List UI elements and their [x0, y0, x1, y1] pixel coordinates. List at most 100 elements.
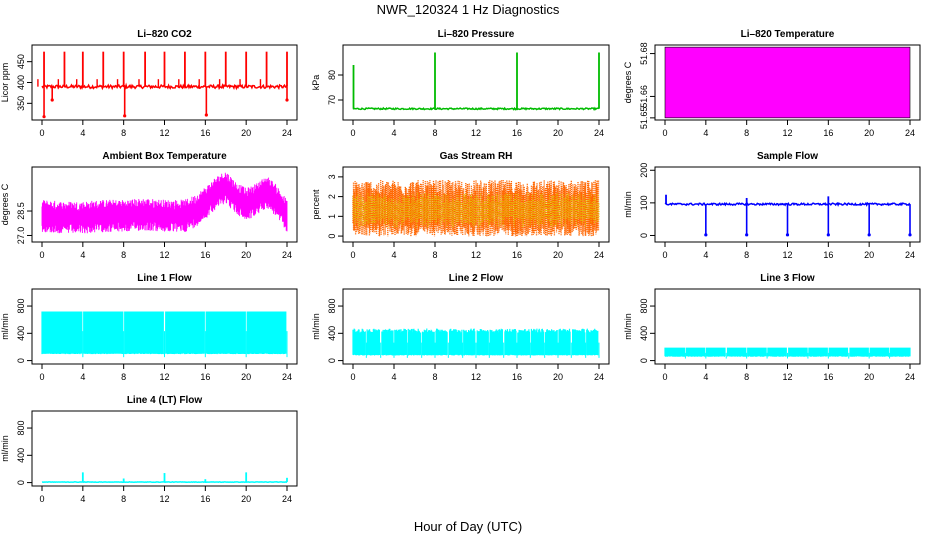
x-tick-label: 16 — [200, 250, 210, 260]
x-tick-label: 4 — [703, 128, 708, 138]
y-tick-label: 51.65 — [639, 107, 649, 130]
x-tick-label: 24 — [594, 250, 604, 260]
y-tick-label: 800 — [16, 421, 26, 436]
y-tick-label: 450 — [16, 54, 26, 69]
series-line2 — [352, 328, 600, 358]
y-tick-label: 800 — [16, 299, 26, 314]
y-tick-label: 200 — [639, 163, 649, 178]
x-tick-label: 4 — [80, 494, 85, 504]
figure-title: NWR_120324 1 Hz Diagnostics — [377, 2, 560, 17]
x-tick-label: 24 — [905, 250, 915, 260]
x-tick-label: 16 — [512, 128, 522, 138]
x-tick-label: 16 — [823, 250, 833, 260]
panel-licor-temp: Li–820 Temperature degrees C 0 4 8 12 16 20 24 51… — [623, 29, 921, 138]
dip-point — [704, 233, 708, 237]
x-tick-label: 8 — [121, 250, 126, 260]
panel-line2: Line 2 Flow ml/min 0 4 8 12 16 20 24 0 400 800 — [311, 273, 610, 382]
x-tick-label: 0 — [350, 250, 355, 260]
x-tick-label: 12 — [782, 128, 792, 138]
x-tick-label: 20 — [864, 250, 874, 260]
x-tick-label: 4 — [391, 128, 396, 138]
x-tick-label: 20 — [864, 128, 874, 138]
panel-title: Li–820 Temperature — [741, 29, 835, 40]
x-tick-label: 12 — [782, 372, 792, 382]
x-tick-label: 0 — [39, 128, 44, 138]
y-tick-label: 400 — [639, 326, 649, 341]
series-line4 — [41, 472, 288, 484]
x-tick-label: 20 — [241, 128, 251, 138]
y-tick-label: 400 — [327, 326, 337, 341]
x-tick-label: 12 — [471, 250, 481, 260]
y-tick-label: 400 — [16, 75, 26, 90]
x-tick-label: 4 — [391, 372, 396, 382]
y-tick-label: 70 — [327, 95, 337, 105]
x-tick-label: 4 — [703, 250, 708, 260]
fill-band — [664, 46, 911, 119]
y-tick-label: 51.66 — [639, 85, 649, 108]
y-axis-label: ml/min — [0, 313, 10, 340]
y-tick-label: 0 — [16, 480, 26, 485]
panel-title: Li–820 CO2 — [137, 29, 192, 40]
x-tick-label: 12 — [159, 372, 169, 382]
dip-point — [908, 233, 912, 237]
x-tick-label: 20 — [553, 128, 563, 138]
y-tick-label: 0 — [639, 358, 649, 363]
x-tick-label: 8 — [432, 372, 437, 382]
y-tick-label: 800 — [327, 299, 337, 314]
x-tick-label: 20 — [553, 250, 563, 260]
y-tick-label: 400 — [16, 326, 26, 341]
x-tick-label: 20 — [241, 250, 251, 260]
figure-xlabel: Hour of Day (UTC) — [414, 519, 522, 534]
panel-sample-flow: Sample Flow ml/min 0 4 8 12 16 20 24 0 100 200 — [623, 151, 921, 260]
x-tick-label: 0 — [39, 250, 44, 260]
y-axis-label: kPa — [311, 75, 321, 91]
y-tick-label: 2 — [327, 194, 337, 199]
dip-point — [285, 98, 289, 102]
y-axis-label: ml/min — [623, 313, 633, 340]
noise-envelope — [41, 172, 288, 234]
x-tick-label: 8 — [744, 128, 749, 138]
x-tick-label: 24 — [282, 372, 292, 382]
x-tick-label: 0 — [662, 250, 667, 260]
x-tick-label: 16 — [200, 128, 210, 138]
panel-ambient-temp: Ambient Box Temperature degrees C 0 4 8 12 16 2… — [0, 151, 298, 260]
x-tick-label: 8 — [744, 250, 749, 260]
x-tick-label: 0 — [662, 372, 667, 382]
x-tick-label: 4 — [80, 372, 85, 382]
x-tick-label: 4 — [391, 250, 396, 260]
x-tick-label: 16 — [823, 372, 833, 382]
x-tick-label: 16 — [512, 372, 522, 382]
x-tick-label: 4 — [80, 128, 85, 138]
x-tick-label: 0 — [350, 128, 355, 138]
x-tick-label: 24 — [594, 372, 604, 382]
y-tick-label: 27.0 — [16, 227, 26, 245]
panel-title: Line 1 Flow — [137, 273, 192, 284]
x-tick-label: 12 — [159, 250, 169, 260]
panel-co2: Li–820 CO2 Licor ppm 0 4 8 12 16 20 24 350 400 450 — [0, 29, 298, 138]
y-tick-label: 80 — [327, 70, 337, 80]
dip-point — [745, 233, 749, 237]
panel-title: Gas Stream RH — [440, 151, 513, 162]
y-tick-label: 0 — [327, 234, 337, 239]
x-tick-label: 8 — [121, 128, 126, 138]
dip-point — [826, 233, 830, 237]
series-ambient-temp — [41, 172, 288, 234]
y-tick-label: 0 — [639, 233, 649, 238]
series-line1 — [41, 311, 288, 358]
y-tick-label: 28.5 — [16, 202, 26, 220]
y-axis-label: degrees C — [0, 183, 10, 225]
baseline-line — [352, 106, 600, 112]
fill-band — [664, 347, 911, 357]
y-tick-label: 0 — [327, 358, 337, 363]
y-tick-label: 350 — [16, 96, 26, 111]
fill-band — [352, 328, 599, 356]
panel-title: Sample Flow — [757, 151, 818, 162]
x-tick-label: 12 — [471, 372, 481, 382]
panel-line1: Line 1 Flow ml/min 0 4 8 12 16 20 24 0 400 800 — [0, 273, 298, 382]
dip-point — [42, 115, 46, 119]
x-tick-label: 12 — [159, 494, 169, 504]
scatter-cloud-secondary — [352, 193, 600, 228]
panel-line3: Line 3 Flow ml/min 0 4 8 12 16 20 24 0 400 800 — [623, 273, 921, 382]
x-tick-label: 16 — [200, 372, 210, 382]
y-axis-label: percent — [311, 189, 321, 220]
